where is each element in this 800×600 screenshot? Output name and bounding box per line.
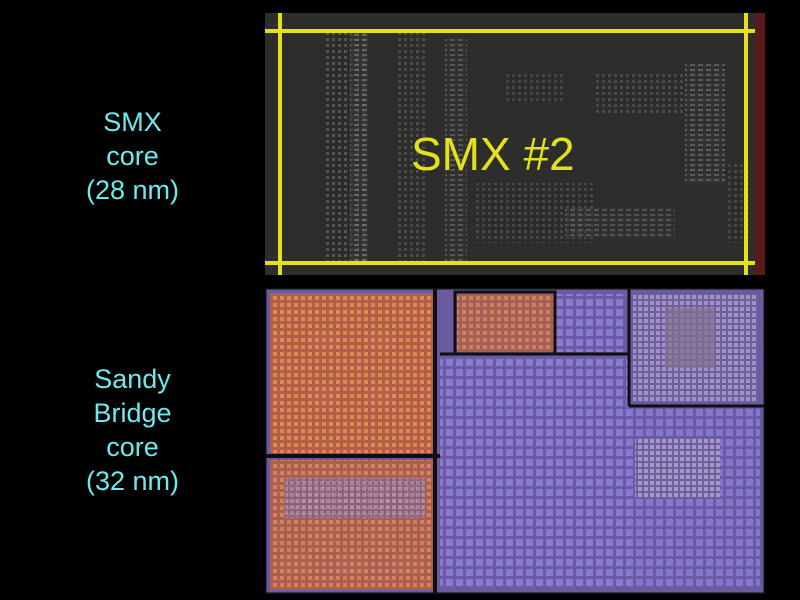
sandy-bridge-die-graphic	[265, 288, 765, 594]
caption-line: (32 nm)	[85, 466, 180, 496]
sandy-bridge-core-caption: Sandy Bridge core (32 nm)	[55, 362, 210, 498]
smx-core-caption: SMX core (28 nm)	[55, 105, 210, 207]
caption-line: SMX	[103, 107, 162, 137]
smx-die-graphic: SMX #2	[265, 13, 765, 275]
sandy-bridge-die-photo	[265, 288, 765, 594]
smx-die-label: SMX #2	[411, 128, 575, 180]
caption-line: (28 nm)	[85, 175, 180, 205]
caption-line: Bridge	[93, 398, 172, 428]
caption-line: Sandy	[94, 364, 171, 394]
caption-line: core	[106, 432, 159, 462]
smx-die-photo: SMX #2	[265, 13, 765, 275]
caption-line: core	[106, 141, 159, 171]
